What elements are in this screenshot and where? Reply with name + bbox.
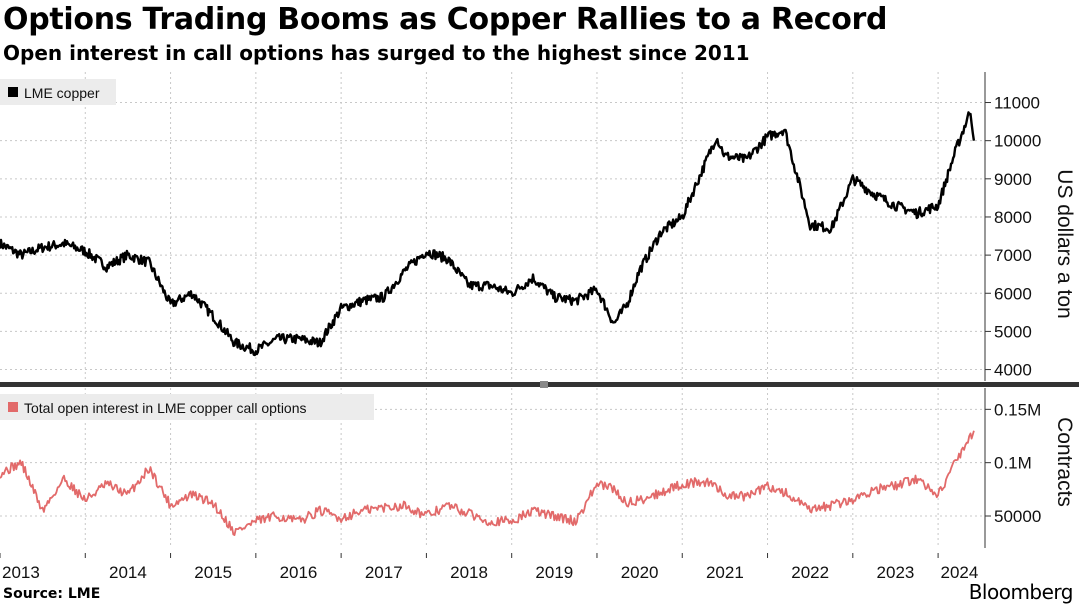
copper-y-tick-label: 6000 — [994, 284, 1032, 303]
x-tick-label-2023: 2023 — [877, 563, 915, 582]
copper-legend: LME copper — [0, 79, 116, 105]
x-tick-label-2020: 2020 — [621, 563, 659, 582]
copper-y-tick-label: 9000 — [994, 170, 1032, 189]
copper-y-tick-label: 8000 — [994, 208, 1032, 227]
options-legend: Total open interest in LME copper call o… — [0, 394, 374, 420]
copper-y-tick-label: 10000 — [994, 132, 1041, 151]
options-y-tick-label: 50000 — [994, 507, 1041, 526]
x-axis: 2013 2014 2015 2016 2017 2018 2019 2020 2021 2022… — [0, 553, 978, 582]
copper-y-tick-label: 5000 — [994, 322, 1032, 341]
copper-y-tick-label: 7000 — [994, 246, 1032, 265]
chart-title: Options Trading Booms as Copper Rallies … — [3, 2, 888, 37]
copper-y-tick-label: 4000 — [994, 361, 1032, 380]
x-tick-label-2017: 2017 — [365, 563, 403, 582]
options-open-interest-line — [0, 430, 975, 536]
copper-y-tick-label: 11000 — [994, 94, 1040, 113]
legend-label-options: Total open interest in LME copper call o… — [24, 400, 307, 416]
options-y-axis-label: Contracts — [1053, 417, 1076, 507]
chart-subtitle: Open interest in call options has surged… — [3, 41, 750, 65]
x-tick-label-2024: 2024 — [941, 563, 979, 582]
legend-swatch-options — [8, 402, 18, 412]
x-tick-label-2013: 2013 — [2, 563, 40, 582]
options-y-tick-label: 0.1M — [994, 454, 1032, 473]
panel-divider — [0, 382, 1079, 387]
panel-divider-handle[interactable] — [540, 381, 548, 388]
x-tick-label-2014: 2014 — [109, 563, 147, 582]
legend-label-copper: LME copper — [24, 85, 100, 101]
x-tick-label-2016: 2016 — [280, 563, 318, 582]
options-y-axis: 50000 0.1M 0.15M — [984, 388, 1041, 548]
legend-background — [0, 79, 116, 105]
legend-background — [0, 394, 374, 420]
top-panel-grid — [0, 72, 985, 381]
bloomberg-logo: Bloomberg — [968, 580, 1074, 604]
copper-y-axis: 4000 5000 6000 7000 8000 9000 10000 11000 — [984, 72, 1041, 381]
x-tick-label-2015: 2015 — [194, 563, 232, 582]
legend-swatch-copper — [8, 87, 18, 97]
x-tick-label-2019: 2019 — [535, 563, 573, 582]
x-tick-label-2022: 2022 — [791, 563, 829, 582]
copper-y-axis-label: US dollars a ton — [1053, 169, 1076, 318]
copper-price-line — [0, 111, 976, 357]
source-note: Source: LME — [3, 586, 101, 602]
options-y-tick-label: 0.15M — [994, 400, 1041, 419]
x-tick-label-2018: 2018 — [450, 563, 488, 582]
x-tick-label-2021: 2021 — [706, 563, 744, 582]
